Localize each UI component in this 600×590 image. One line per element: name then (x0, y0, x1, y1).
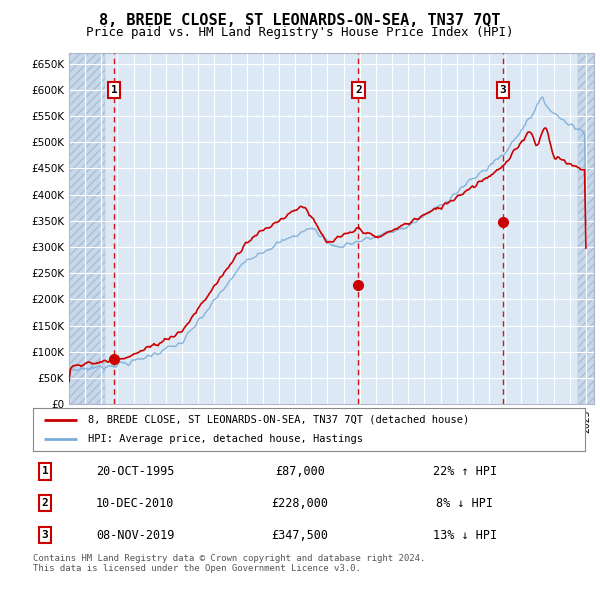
Text: 8% ↓ HPI: 8% ↓ HPI (437, 497, 493, 510)
Text: £347,500: £347,500 (271, 529, 329, 542)
Text: 3: 3 (41, 530, 49, 540)
Text: Contains HM Land Registry data © Crown copyright and database right 2024.
This d: Contains HM Land Registry data © Crown c… (33, 554, 425, 573)
Text: 2: 2 (355, 85, 362, 95)
Text: 1: 1 (111, 85, 118, 95)
Text: 3: 3 (499, 85, 506, 95)
Bar (69, 53, 104, 404)
Text: HPI: Average price, detached house, Hastings: HPI: Average price, detached house, Hast… (88, 434, 363, 444)
Text: 22% ↑ HPI: 22% ↑ HPI (433, 465, 497, 478)
Text: Price paid vs. HM Land Registry's House Price Index (HPI): Price paid vs. HM Land Registry's House … (86, 26, 514, 39)
Text: £228,000: £228,000 (271, 497, 329, 510)
Text: 8, BREDE CLOSE, ST LEONARDS-ON-SEA, TN37 7QT: 8, BREDE CLOSE, ST LEONARDS-ON-SEA, TN37… (99, 13, 501, 28)
Text: 13% ↓ HPI: 13% ↓ HPI (433, 529, 497, 542)
Text: 1: 1 (41, 467, 49, 476)
Text: 8, BREDE CLOSE, ST LEONARDS-ON-SEA, TN37 7QT (detached house): 8, BREDE CLOSE, ST LEONARDS-ON-SEA, TN37… (88, 415, 469, 425)
Text: 20-OCT-1995: 20-OCT-1995 (96, 465, 174, 478)
Text: 08-NOV-2019: 08-NOV-2019 (96, 529, 174, 542)
Text: 10-DEC-2010: 10-DEC-2010 (96, 497, 174, 510)
Text: £87,000: £87,000 (275, 465, 325, 478)
Text: 2: 2 (41, 499, 49, 508)
Bar (578, 53, 594, 404)
